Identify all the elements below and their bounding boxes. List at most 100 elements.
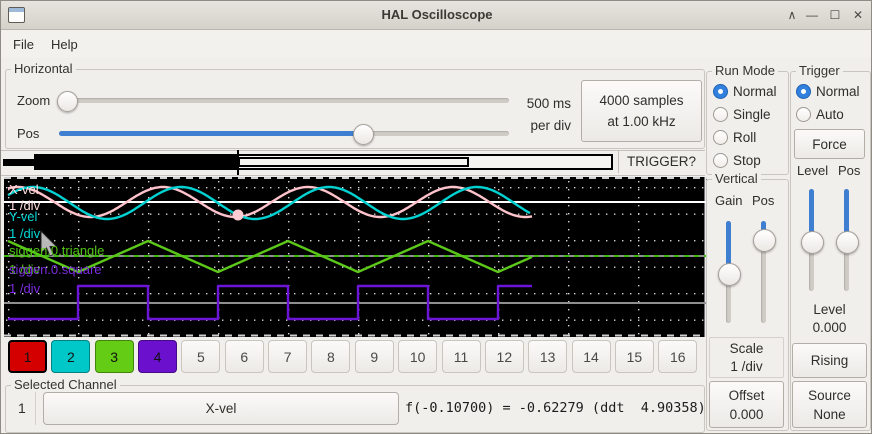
run-mode-stop-radio[interactable] [713, 153, 728, 168]
zoom-label: Zoom [17, 93, 51, 108]
channel-source-button[interactable]: X-vel [43, 392, 399, 425]
run-mode-roll-radio[interactable] [713, 130, 728, 145]
mouse-cursor-icon [40, 229, 58, 257]
trigger-mode-auto-label: Auto [816, 107, 844, 122]
shade-button[interactable]: ∧ [787, 8, 797, 22]
minimize-button[interactable]: — [806, 8, 818, 22]
title-bar[interactable]: HAL Oscilloscope ∧ — ☐ ✕ [1, 1, 871, 30]
maximize-button[interactable]: ☐ [829, 8, 841, 22]
trigger-force-button[interactable]: Force [794, 129, 865, 159]
channel-button-9[interactable]: 9 [354, 340, 394, 373]
channel-button-15[interactable]: 15 [614, 340, 654, 373]
vertical-offset-button[interactable]: Offset 0.000 [709, 381, 784, 428]
channel-button-8[interactable]: 8 [311, 340, 351, 373]
trigger-level-handle[interactable] [801, 231, 824, 254]
vertical-pos-label: Pos [752, 193, 775, 208]
scope-channel-name-2: Y-vel [9, 209, 38, 224]
menu-help[interactable]: Help [51, 37, 78, 52]
samples-line2: at 1.00 kHz [607, 114, 676, 129]
vertical-scale-label: Scale [729, 340, 764, 356]
vertical-pos-handle[interactable] [753, 229, 776, 252]
vertical-offset-value: 0.000 [729, 406, 764, 422]
record-length-button[interactable]: 4000 samples at 1.00 kHz [581, 80, 702, 142]
vertical-group: Vertical [706, 171, 789, 431]
window-icon [8, 7, 25, 23]
trigger-mode-auto[interactable]: Auto [796, 103, 860, 126]
run-mode-options: Normal Single Roll Stop [713, 80, 777, 172]
run-mode-single-radio[interactable] [713, 107, 728, 122]
scope-channel-scale-4: 1 /div [9, 281, 41, 296]
channel-button-16[interactable]: 16 [658, 340, 698, 373]
trigger-level-value: 0.000 [812, 320, 847, 335]
channel-button-14[interactable]: 14 [571, 340, 611, 373]
trigger-level-label: Level [797, 163, 829, 178]
scope-channel-name-4: siggen.0.square [9, 262, 102, 277]
channel-button-4[interactable]: 4 [138, 340, 178, 373]
horizontal-group-title: Horizontal [11, 61, 76, 76]
zoom-slider[interactable] [59, 98, 509, 103]
channel-button-3[interactable]: 3 [94, 340, 134, 373]
channel-button-7[interactable]: 7 [268, 340, 308, 373]
trigger-source-button[interactable]: Source None [792, 381, 867, 428]
record-view-window [238, 157, 469, 167]
channel-button-1[interactable]: 1 [8, 340, 47, 373]
run-mode-normal-radio[interactable] [713, 84, 728, 99]
trigger-mode-normal-radio[interactable] [796, 84, 811, 99]
channel-button-13[interactable]: 13 [528, 340, 568, 373]
scope-display[interactable]: X-vel 1 /div Y-vel 1 /div siggen.0.triangle 1… [4, 177, 710, 337]
run-mode-stop[interactable]: Stop [713, 149, 777, 172]
scope-canvas [4, 177, 710, 337]
vertical-gain-handle[interactable] [718, 263, 741, 286]
scope-channel-scale-3: 1 /div [9, 262, 41, 277]
trigger-source-label: Source [808, 387, 851, 403]
channel-button-5[interactable]: 5 [181, 340, 221, 373]
pos-slider[interactable] [59, 131, 509, 136]
menu-bar: File Help [1, 30, 871, 58]
run-mode-normal-label: Normal [733, 84, 777, 99]
selected-channel-title: Selected Channel [11, 377, 120, 392]
trigger-level-fill [809, 189, 814, 242]
vertical-gain-label: Gain [715, 193, 743, 208]
trigger-pos-fill [844, 189, 849, 242]
channel-separator [35, 392, 36, 425]
pos-slider-handle[interactable] [353, 124, 374, 145]
trigger-mode-auto-radio[interactable] [796, 107, 811, 122]
channel-button-2[interactable]: 2 [51, 340, 91, 373]
rate-line1: 500 ms [526, 96, 571, 111]
vertical-offset-label: Offset [728, 387, 765, 403]
pos-label: Pos [17, 126, 40, 141]
vertical-scale-value: 1 /div [730, 358, 763, 374]
vertical-gain-fill [726, 221, 731, 274]
trigger-pos-handle[interactable] [836, 231, 859, 254]
run-mode-normal[interactable]: Normal [713, 80, 777, 103]
trigger-group: Trigger Normal Auto [790, 63, 871, 431]
trigger-edge-button[interactable]: Rising [792, 343, 867, 378]
channel-button-10[interactable]: 10 [398, 340, 438, 373]
record-cursor[interactable] [237, 150, 239, 175]
run-mode-title: Run Mode [712, 63, 778, 78]
channel-button-11[interactable]: 11 [441, 340, 481, 373]
trigger-mode-normal-label: Normal [816, 84, 860, 99]
trigger-status-label: TRIGGER? [626, 154, 696, 169]
zoom-slider-handle[interactable] [57, 91, 78, 112]
scope-channel-name-1: X-vel [9, 182, 39, 197]
trigger-mode-normal[interactable]: Normal [796, 80, 860, 103]
run-mode-stop-label: Stop [733, 153, 761, 168]
channel-button-12[interactable]: 12 [484, 340, 524, 373]
horizontal-group: Horizontal [5, 61, 705, 149]
trigger-source-value: None [813, 406, 846, 422]
samples-line1: 4000 samples [599, 93, 684, 108]
record-filled-region [36, 156, 238, 168]
channel-button-6[interactable]: 6 [224, 340, 264, 373]
record-stub [3, 159, 34, 166]
run-mode-single[interactable]: Single [713, 103, 777, 126]
close-button[interactable]: ✕ [852, 8, 864, 22]
vertical-title: Vertical [712, 171, 761, 186]
window-title: HAL Oscilloscope [381, 7, 493, 22]
menu-file[interactable]: File [13, 37, 34, 52]
pos-slider-fill [59, 131, 363, 136]
record-position-bar[interactable]: TRIGGER? [1, 150, 705, 176]
run-mode-roll[interactable]: Roll [713, 126, 777, 149]
selected-channel-group: Selected Channel [5, 377, 705, 433]
